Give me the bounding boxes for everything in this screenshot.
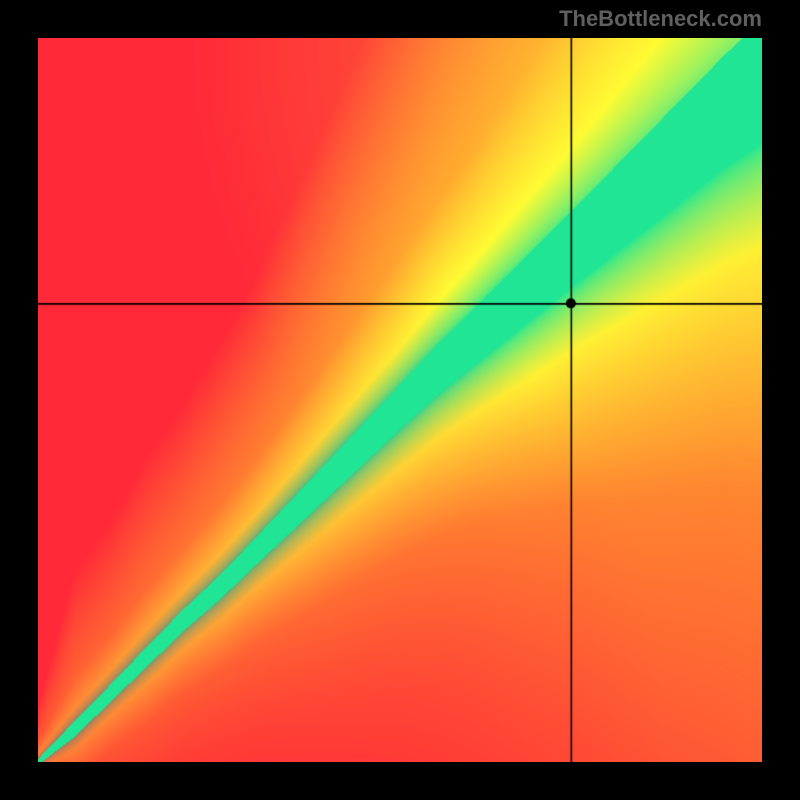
bottleneck-heatmap [38, 38, 762, 762]
attribution-text: TheBottleneck.com [559, 6, 762, 32]
plot-area [38, 38, 762, 762]
chart-container: TheBottleneck.com [0, 0, 800, 800]
